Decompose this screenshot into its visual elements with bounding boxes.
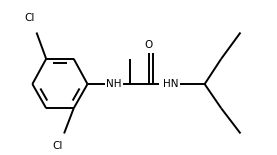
Text: HN: HN [163,79,179,89]
Text: Cl: Cl [52,141,62,151]
Text: NH: NH [106,79,121,89]
Text: Cl: Cl [24,13,35,23]
Text: O: O [144,40,153,50]
